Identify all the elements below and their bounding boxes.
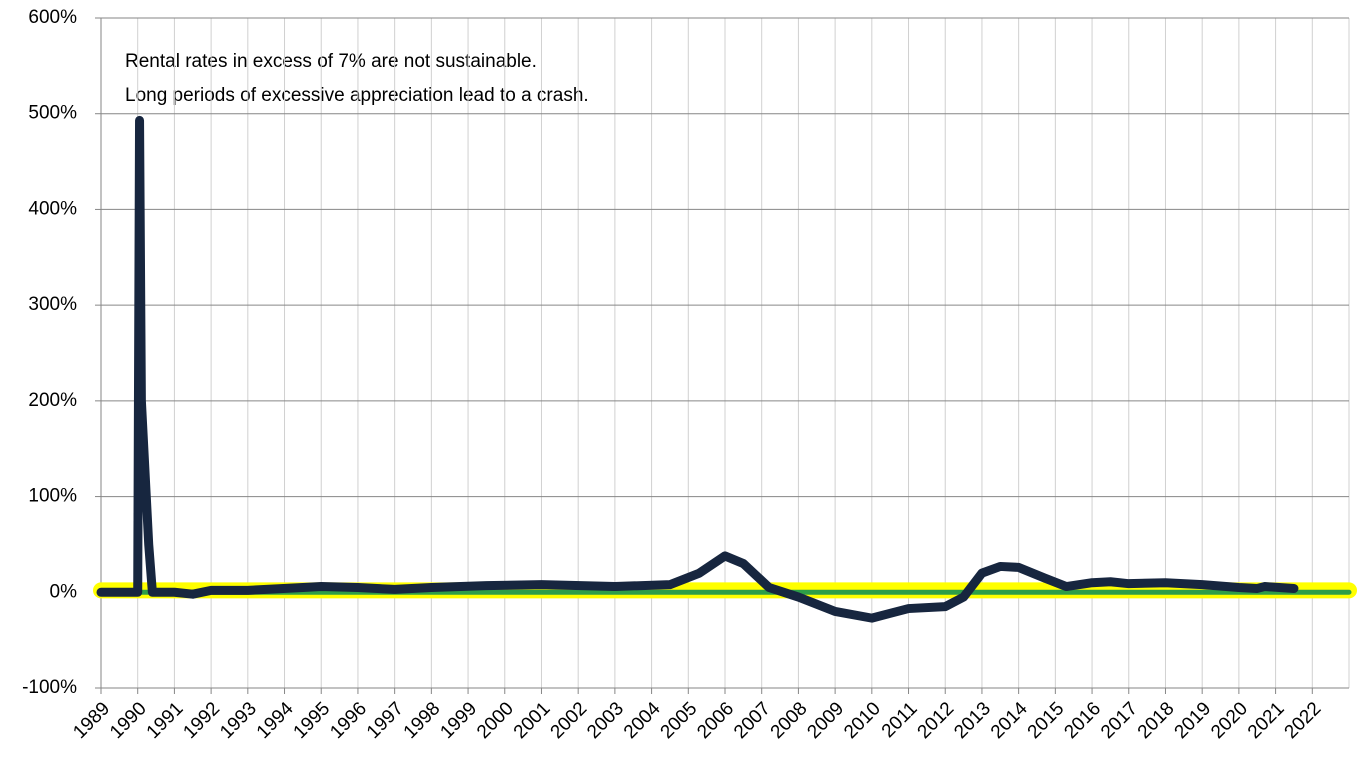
x-tick-label: 2017 <box>1097 698 1142 743</box>
x-tick-label: 2020 <box>1207 698 1252 743</box>
x-tick-label: 2012 <box>914 698 959 743</box>
x-tick-label: 1995 <box>290 698 335 743</box>
x-tick-label: 2015 <box>1024 698 1069 743</box>
x-tick-label: 2001 <box>510 698 555 743</box>
x-tick-label: 2009 <box>803 698 848 743</box>
x-tick-label: 2018 <box>1134 698 1179 743</box>
x-tick-label: 2006 <box>693 698 738 743</box>
x-tick-label: 2000 <box>473 698 518 743</box>
x-tick-label: 1997 <box>363 698 408 743</box>
x-tick-label: 2013 <box>950 698 995 743</box>
x-tick-label: 1989 <box>69 698 114 743</box>
y-tick-label: 0% <box>50 581 78 602</box>
x-tick-label: 2019 <box>1171 698 1216 743</box>
line <box>96 115 1299 623</box>
annotation: Rental rates in excess of 7% are not sus… <box>125 51 537 72</box>
y-tick-label: 200% <box>28 390 77 411</box>
x-tick-label: 2008 <box>767 698 812 743</box>
annotation: Long periods of excessive appreciation l… <box>125 85 589 106</box>
x-tick-label: 2002 <box>547 698 592 743</box>
x-tick-label: 1990 <box>106 698 151 743</box>
x-tick-label: 2003 <box>583 698 628 743</box>
y-tick-label: 500% <box>28 103 77 124</box>
y-tick-label: 300% <box>28 294 77 315</box>
x-tick-label: 2022 <box>1281 698 1326 743</box>
x-tick-label: 2016 <box>1060 698 1105 743</box>
x-tick-label: 2007 <box>730 698 775 743</box>
y-tick-label: 400% <box>28 198 77 219</box>
x-tick-label: 1994 <box>253 698 298 743</box>
x-tick-label: 2010 <box>840 698 885 743</box>
x-tick-label: 1993 <box>216 698 261 743</box>
x-tick-label: 2021 <box>1244 698 1289 743</box>
x-tick-label: 1992 <box>179 698 224 743</box>
y-tick-label: -100% <box>22 677 77 698</box>
x-tick-label: 1996 <box>326 698 371 743</box>
x-tick-label: 1991 <box>143 698 188 743</box>
y-tick-label: 600% <box>28 7 77 28</box>
x-tick-label: 2011 <box>878 698 922 742</box>
x-tick-label: 1998 <box>400 698 445 743</box>
x-tick-label: 2004 <box>620 698 665 743</box>
y-tick-label: 100% <box>28 486 77 507</box>
x-tick-label: 1999 <box>436 698 481 743</box>
x-tick-label: 2005 <box>657 698 702 743</box>
x-tick-label: 2014 <box>987 698 1032 743</box>
